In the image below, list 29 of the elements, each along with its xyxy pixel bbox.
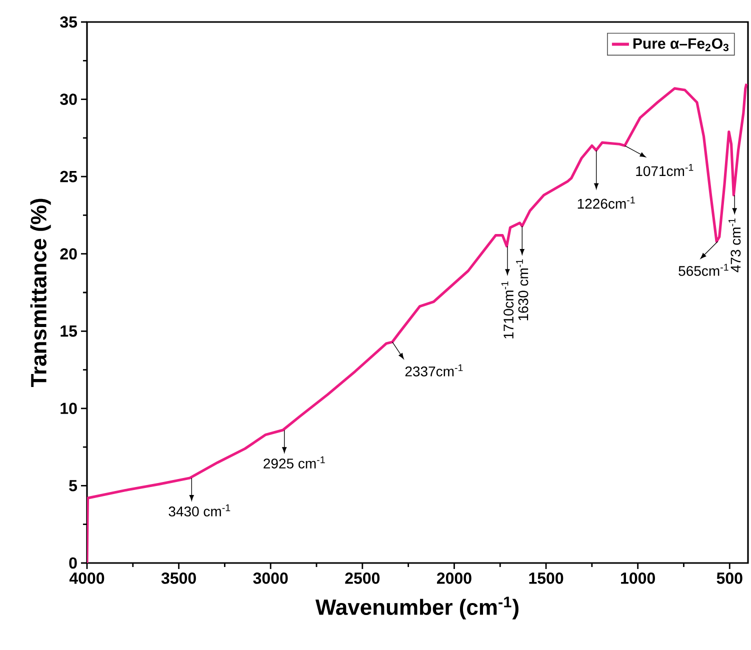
y-tick-label: 25 [60, 170, 78, 182]
y-tick-label: 20 [60, 248, 77, 260]
annotation: 1226cm$^{-1}$ [578, 196, 635, 209]
annotation: 1071cm$^{-1}$ [636, 164, 694, 176]
annotation: 1710cm$^{-1}$ [501, 281, 514, 338]
y-tick-label: 30 [60, 94, 77, 105]
y-tick-label: 5 [69, 480, 78, 492]
x-tick-label: 4000 [69, 572, 104, 584]
x-axis-title: Wavenumber (cm$^{-1}$) [315, 596, 518, 620]
annotation: 2337cm$^{-1}$ [405, 364, 463, 376]
annotation: 2925 cm$^{-1}$ [264, 456, 325, 469]
y-tick-label: 10 [60, 402, 77, 414]
x-tick-label: 2500 [345, 572, 380, 584]
y-tick-label: 15 [60, 326, 78, 337]
annotation: 473 cm$^{-1}$ [728, 218, 741, 272]
x-tick-label: 3000 [253, 572, 288, 584]
x-tick-label: 1000 [621, 572, 655, 584]
annotation: 3430 cm$^{-1}$ [168, 504, 230, 516]
y-tick-label: 0 [69, 557, 77, 569]
x-tick-label: 1500 [529, 572, 564, 584]
annotation: 565cm$^{-1}$ [678, 264, 728, 276]
legend-label: Pure α–Fe$_{2}$O$_{3}$ [633, 38, 728, 52]
y-axis-title: Transmittance (%) [30, 198, 51, 387]
y-tick-label: 35 [60, 16, 78, 28]
annotation: 1630 cm$^{-1}$ [516, 259, 528, 320]
x-tick-label: 2000 [436, 572, 472, 584]
x-tick-label: 500 [716, 572, 742, 584]
x-tick-label: 3500 [161, 572, 196, 584]
line-series [86, 82, 748, 563]
